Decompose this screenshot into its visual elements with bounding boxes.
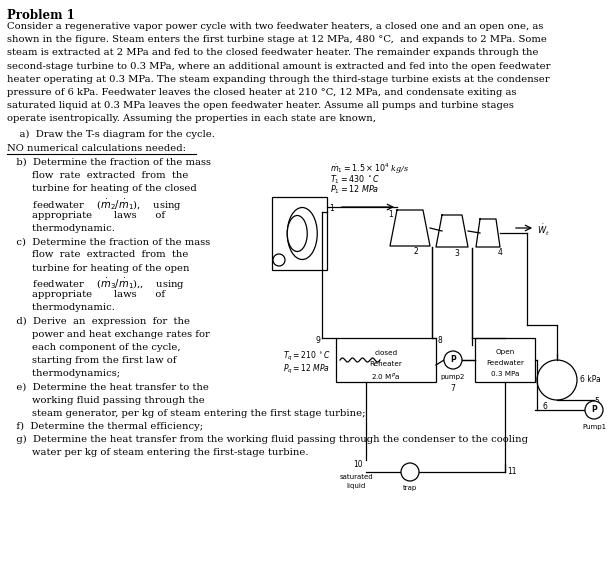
Ellipse shape — [287, 215, 307, 251]
Text: trap: trap — [403, 485, 417, 491]
Text: 2: 2 — [413, 247, 418, 256]
Text: heater operating at 0.3 MPa. The steam expanding through the third-stage turbine: heater operating at 0.3 MPa. The steam e… — [7, 75, 549, 84]
Text: thermodynamic.: thermodynamic. — [7, 224, 115, 233]
Text: 11: 11 — [507, 467, 517, 476]
Text: Open: Open — [495, 349, 515, 355]
Text: NO numerical calculations needed:: NO numerical calculations needed: — [7, 144, 186, 153]
Text: $P_1 = 12\ MPa$: $P_1 = 12\ MPa$ — [330, 184, 379, 196]
Text: e)  Determine the heat transfer to the: e) Determine the heat transfer to the — [7, 383, 209, 391]
Text: thermodynamics;: thermodynamics; — [7, 369, 120, 378]
Circle shape — [537, 360, 577, 400]
Text: saturated liquid at 0.3 MPa leaves the open feedwater heater. Assume all pumps a: saturated liquid at 0.3 MPa leaves the o… — [7, 101, 514, 110]
Text: 3: 3 — [454, 249, 459, 258]
Text: 1: 1 — [329, 204, 334, 213]
Text: shown in the figure. Steam enters the first turbine stage at 12 MPa, 480 °C,  an: shown in the figure. Steam enters the fi… — [7, 35, 547, 44]
Text: starting from the first law of: starting from the first law of — [7, 356, 177, 365]
Text: thermodynamic.: thermodynamic. — [7, 303, 115, 312]
Text: saturated: saturated — [339, 474, 373, 480]
Text: $\dot{m}_1 = 1.5\times10^4$ kg/s: $\dot{m}_1 = 1.5\times10^4$ kg/s — [330, 162, 409, 176]
Ellipse shape — [287, 207, 317, 259]
Text: water per kg of steam entering the first-stage turbine.: water per kg of steam entering the first… — [7, 448, 308, 457]
Circle shape — [401, 463, 419, 481]
Text: liquid: liquid — [347, 483, 365, 489]
Text: d)  Derive  an  expression  for  the: d) Derive an expression for the — [7, 316, 190, 325]
Text: Reheater: Reheater — [370, 361, 402, 367]
Text: g)  Determine the heat transfer from the working fluid passing through the conde: g) Determine the heat transfer from the … — [7, 435, 528, 444]
Text: $T_q= 210\ ^\circ C$: $T_q= 210\ ^\circ C$ — [283, 350, 331, 363]
Text: 4: 4 — [498, 248, 503, 257]
Text: b)  Determine the fraction of the mass: b) Determine the fraction of the mass — [7, 158, 211, 167]
Text: 10: 10 — [353, 460, 363, 469]
Text: pressure of 6 kPa. Feedwater leaves the closed heater at 210 °C, 12 MPa, and con: pressure of 6 kPa. Feedwater leaves the … — [7, 88, 517, 97]
Bar — [475, 338, 535, 382]
Circle shape — [273, 254, 285, 266]
Text: 0.3 MPa: 0.3 MPa — [491, 371, 519, 377]
Text: $T_1 = 430\ ^\circ C$: $T_1 = 430\ ^\circ C$ — [330, 173, 380, 186]
Text: 2.0 M$^P$a: 2.0 M$^P$a — [371, 372, 401, 383]
Text: P: P — [450, 356, 456, 364]
Text: Consider a regenerative vapor power cycle with two feedwater heaters, a closed o: Consider a regenerative vapor power cycl… — [7, 22, 543, 31]
Text: 8: 8 — [438, 336, 443, 345]
Text: flow  rate  extracted  from  the: flow rate extracted from the — [7, 171, 188, 180]
Text: feedwater    ($\dot{m}_2/\dot{m}_1$),    using: feedwater ($\dot{m}_2/\dot{m}_1$), using — [7, 198, 182, 213]
Text: 1: 1 — [388, 210, 393, 219]
Text: appropriate       laws      of: appropriate laws of — [7, 290, 165, 299]
Text: P: P — [591, 405, 597, 415]
Text: steam is extracted at 2 MPa and fed to the closed feedwater heater. The remainde: steam is extracted at 2 MPa and fed to t… — [7, 49, 538, 58]
Text: second-stage turbine to 0.3 MPa, where an additional amount is extracted and fed: second-stage turbine to 0.3 MPa, where a… — [7, 62, 551, 71]
Text: flow  rate  extracted  from  the: flow rate extracted from the — [7, 251, 188, 259]
Text: Feedwater: Feedwater — [486, 360, 524, 366]
Text: $\dot{W}_t$: $\dot{W}_t$ — [537, 223, 550, 239]
Bar — [336, 338, 436, 382]
Text: 7: 7 — [450, 384, 455, 393]
Bar — [272, 197, 327, 270]
Text: Problem 1: Problem 1 — [7, 9, 75, 22]
Text: turbine for heating of the open: turbine for heating of the open — [7, 264, 189, 272]
Text: $P_q =12\ MPa$: $P_q =12\ MPa$ — [283, 363, 330, 376]
Text: each component of the cycle,: each component of the cycle, — [7, 343, 181, 352]
Text: feedwater    ($\dot{m}_3/\dot{m}_1$),,    using: feedwater ($\dot{m}_3/\dot{m}_1$),, usin… — [7, 277, 185, 292]
Text: power and heat exchange rates for: power and heat exchange rates for — [7, 329, 210, 339]
Text: working fluid passing through the: working fluid passing through the — [7, 396, 205, 405]
Text: 6 kPa: 6 kPa — [580, 376, 601, 384]
Circle shape — [444, 351, 462, 369]
Text: c)  Determine the fraction of the mass: c) Determine the fraction of the mass — [7, 237, 210, 246]
Circle shape — [585, 401, 603, 419]
Text: pump2: pump2 — [441, 374, 465, 380]
Text: operate isentropically. Assuming the properties in each state are known,: operate isentropically. Assuming the pro… — [7, 114, 376, 123]
Text: a)  Draw the T-s diagram for the cycle.: a) Draw the T-s diagram for the cycle. — [7, 130, 215, 139]
Text: 5: 5 — [594, 397, 599, 406]
Text: steam generator, per kg of steam entering the first stage turbine;: steam generator, per kg of steam enterin… — [7, 409, 365, 418]
Text: 9: 9 — [316, 336, 321, 345]
Text: f)  Determine the thermal efficiency;: f) Determine the thermal efficiency; — [7, 422, 203, 431]
Text: appropriate       laws      of: appropriate laws of — [7, 211, 165, 220]
Text: closed: closed — [375, 350, 398, 356]
Text: turbine for heating of the closed: turbine for heating of the closed — [7, 184, 197, 194]
Text: 6: 6 — [542, 402, 547, 411]
Text: Pump1: Pump1 — [582, 424, 606, 430]
